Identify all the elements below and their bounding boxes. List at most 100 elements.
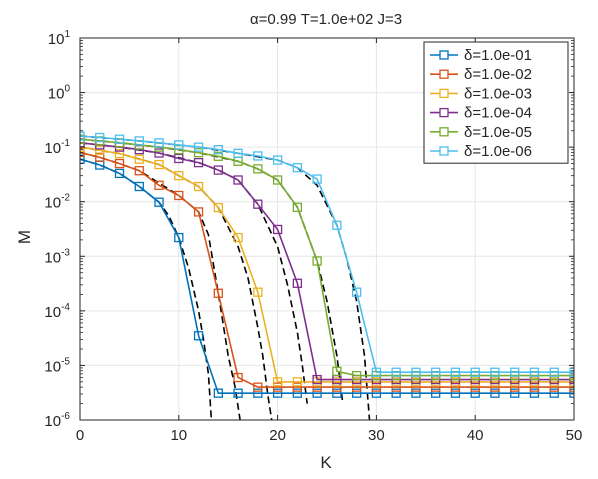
data-point (312, 174, 322, 184)
data-point (154, 159, 164, 170)
data-point (114, 148, 125, 159)
axes (79, 37, 575, 421)
data-point (253, 287, 263, 297)
fit-curve (80, 135, 371, 420)
data-point (332, 366, 342, 376)
x-tick-label: 10 (170, 427, 187, 444)
data-point (193, 148, 204, 158)
data-point (411, 388, 421, 398)
data-point (213, 151, 223, 161)
data-point (174, 140, 184, 150)
series-2 (80, 147, 574, 392)
fit-curves (80, 135, 371, 420)
data-point (233, 148, 243, 158)
y-axis-label: M (15, 230, 34, 244)
data-point (371, 388, 382, 398)
fit-curve (80, 158, 213, 420)
x-tick-label: 40 (467, 427, 484, 444)
data-point (272, 382, 283, 392)
y-tick-label: 100 (48, 84, 71, 103)
data-point (569, 388, 574, 398)
series-line (80, 135, 574, 374)
legend-label: δ=1.0e-02 (464, 66, 532, 83)
series-line (80, 151, 574, 388)
data-point (332, 220, 342, 230)
legend-label: δ=1.0e-04 (464, 105, 532, 122)
legend-marker (439, 107, 449, 118)
data-point (510, 367, 520, 377)
data-point (272, 224, 283, 235)
data-point (549, 388, 559, 398)
series-line (80, 146, 574, 383)
legend-box (423, 41, 569, 164)
data-point (134, 181, 144, 192)
data-point (351, 370, 362, 381)
data-point (272, 388, 283, 398)
data-point (134, 166, 144, 176)
tick-labels: 0 10 20 30 40 50 101 100 10-1 10-2 10-3 10-4 10-5 10-… (44, 29, 582, 444)
data-point (470, 388, 480, 398)
data-point (213, 165, 223, 175)
chart-title: α=0.99 T=1.0e+02 J=3 (250, 11, 402, 28)
data-point (371, 367, 382, 377)
y-tick-label: 101 (48, 29, 71, 48)
data-point (253, 388, 263, 398)
data-point (272, 155, 283, 165)
data-point (95, 152, 105, 163)
y-tick-label: 10-6 (44, 411, 70, 430)
series-line (80, 158, 574, 395)
data-point (351, 287, 362, 297)
data-point (292, 382, 303, 392)
data-point (134, 136, 144, 146)
data-point (529, 388, 540, 398)
legend-label: δ=1.0e-05 (464, 124, 532, 141)
legend-label: δ=1.0e-01 (464, 47, 532, 64)
data-point (174, 171, 184, 181)
series-1 (80, 154, 574, 398)
x-tick-label: 50 (566, 427, 583, 444)
legend-label: δ=1.0e-06 (464, 143, 532, 160)
y-tick-label: 10-3 (44, 247, 70, 266)
data-point (80, 131, 85, 141)
data-point (569, 367, 574, 377)
data-point (233, 388, 243, 398)
data-point (233, 175, 243, 185)
data-point (332, 388, 342, 398)
data-point (253, 151, 263, 161)
y-tick-label: 10-4 (44, 302, 70, 321)
data-point (154, 148, 164, 158)
data-point (213, 388, 223, 398)
data-point (193, 207, 204, 217)
data-point (272, 377, 283, 387)
data-point (213, 144, 223, 155)
x-axis-label: K (320, 453, 332, 472)
legend-marker (439, 88, 449, 99)
data-point (154, 138, 164, 148)
data-point (292, 163, 303, 173)
data-point (391, 388, 401, 398)
y-tick-label: 10-1 (44, 138, 70, 157)
data-point (154, 197, 164, 207)
data-point (312, 388, 322, 398)
data-point (292, 278, 303, 288)
data-point (490, 367, 500, 377)
legend: δ=1.0e-01 δ=1.0e-02 δ=1.0e-03 δ=1.0e-04 δ=1.… (423, 41, 569, 164)
y-tick-label: 10-2 (44, 193, 70, 212)
plot-frame (79, 37, 575, 421)
data-point (510, 388, 520, 398)
data-point (114, 134, 125, 144)
data-point (193, 157, 204, 168)
fit-curve (80, 138, 344, 404)
data-point (95, 132, 105, 143)
data-point (431, 388, 441, 398)
data-point (569, 382, 574, 392)
data-point (292, 377, 303, 387)
data-point (272, 175, 283, 185)
legend-label: δ=1.0e-03 (464, 85, 532, 102)
legend-marker (439, 50, 449, 60)
data-point (351, 388, 362, 398)
data-point (411, 367, 421, 377)
data-point (213, 202, 223, 213)
